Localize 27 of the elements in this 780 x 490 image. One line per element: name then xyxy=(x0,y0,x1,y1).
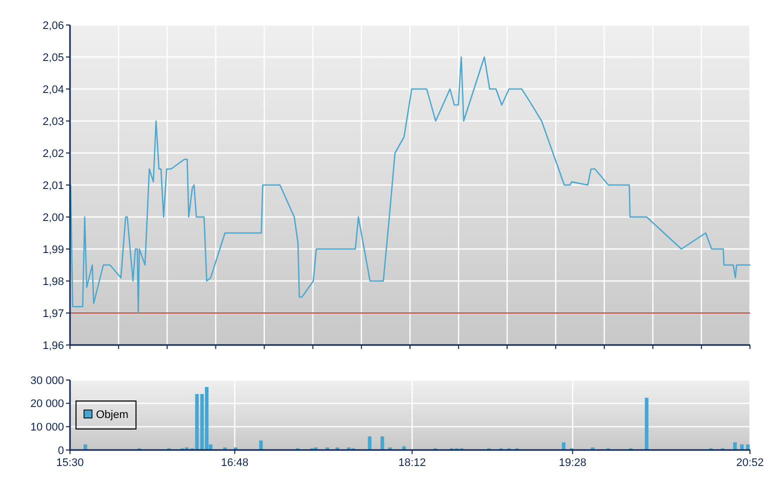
legend-label: Objem xyxy=(96,409,128,421)
y-tick-label: 2,00 xyxy=(42,212,64,224)
x-tick-label: 15:30 xyxy=(56,457,84,469)
y-tick-label: 2,06 xyxy=(42,20,64,32)
bar xyxy=(733,442,737,450)
x-tick-label: 20:52 xyxy=(736,457,764,469)
y-tick-label: 20 000 xyxy=(30,398,64,410)
y-tick-label: 2,01 xyxy=(42,180,64,192)
bar xyxy=(368,436,372,450)
y-tick-label: 10 000 xyxy=(30,422,64,434)
y-tick-label: 2,04 xyxy=(42,84,64,96)
x-tick-label: 16:48 xyxy=(220,457,248,469)
y-tick-label: 1,98 xyxy=(42,276,64,288)
y-tick-label: 1,96 xyxy=(42,340,64,352)
x-tick-label: 19:28 xyxy=(558,457,586,469)
y-tick-label: 2,05 xyxy=(42,52,64,64)
line-series xyxy=(70,56,751,314)
bar xyxy=(259,440,263,450)
y-tick-label: 30 000 xyxy=(30,374,64,387)
bar xyxy=(380,436,384,450)
y-tick-label: 2,02 xyxy=(42,148,64,160)
bar xyxy=(644,398,648,450)
y-tick-label: 0 xyxy=(58,444,64,457)
y-tick-label: 2,03 xyxy=(42,116,64,128)
x-tick-label: 18:12 xyxy=(398,457,426,469)
y-tick-label: 1,97 xyxy=(42,308,64,320)
y-tick-label: 1,99 xyxy=(42,244,64,256)
